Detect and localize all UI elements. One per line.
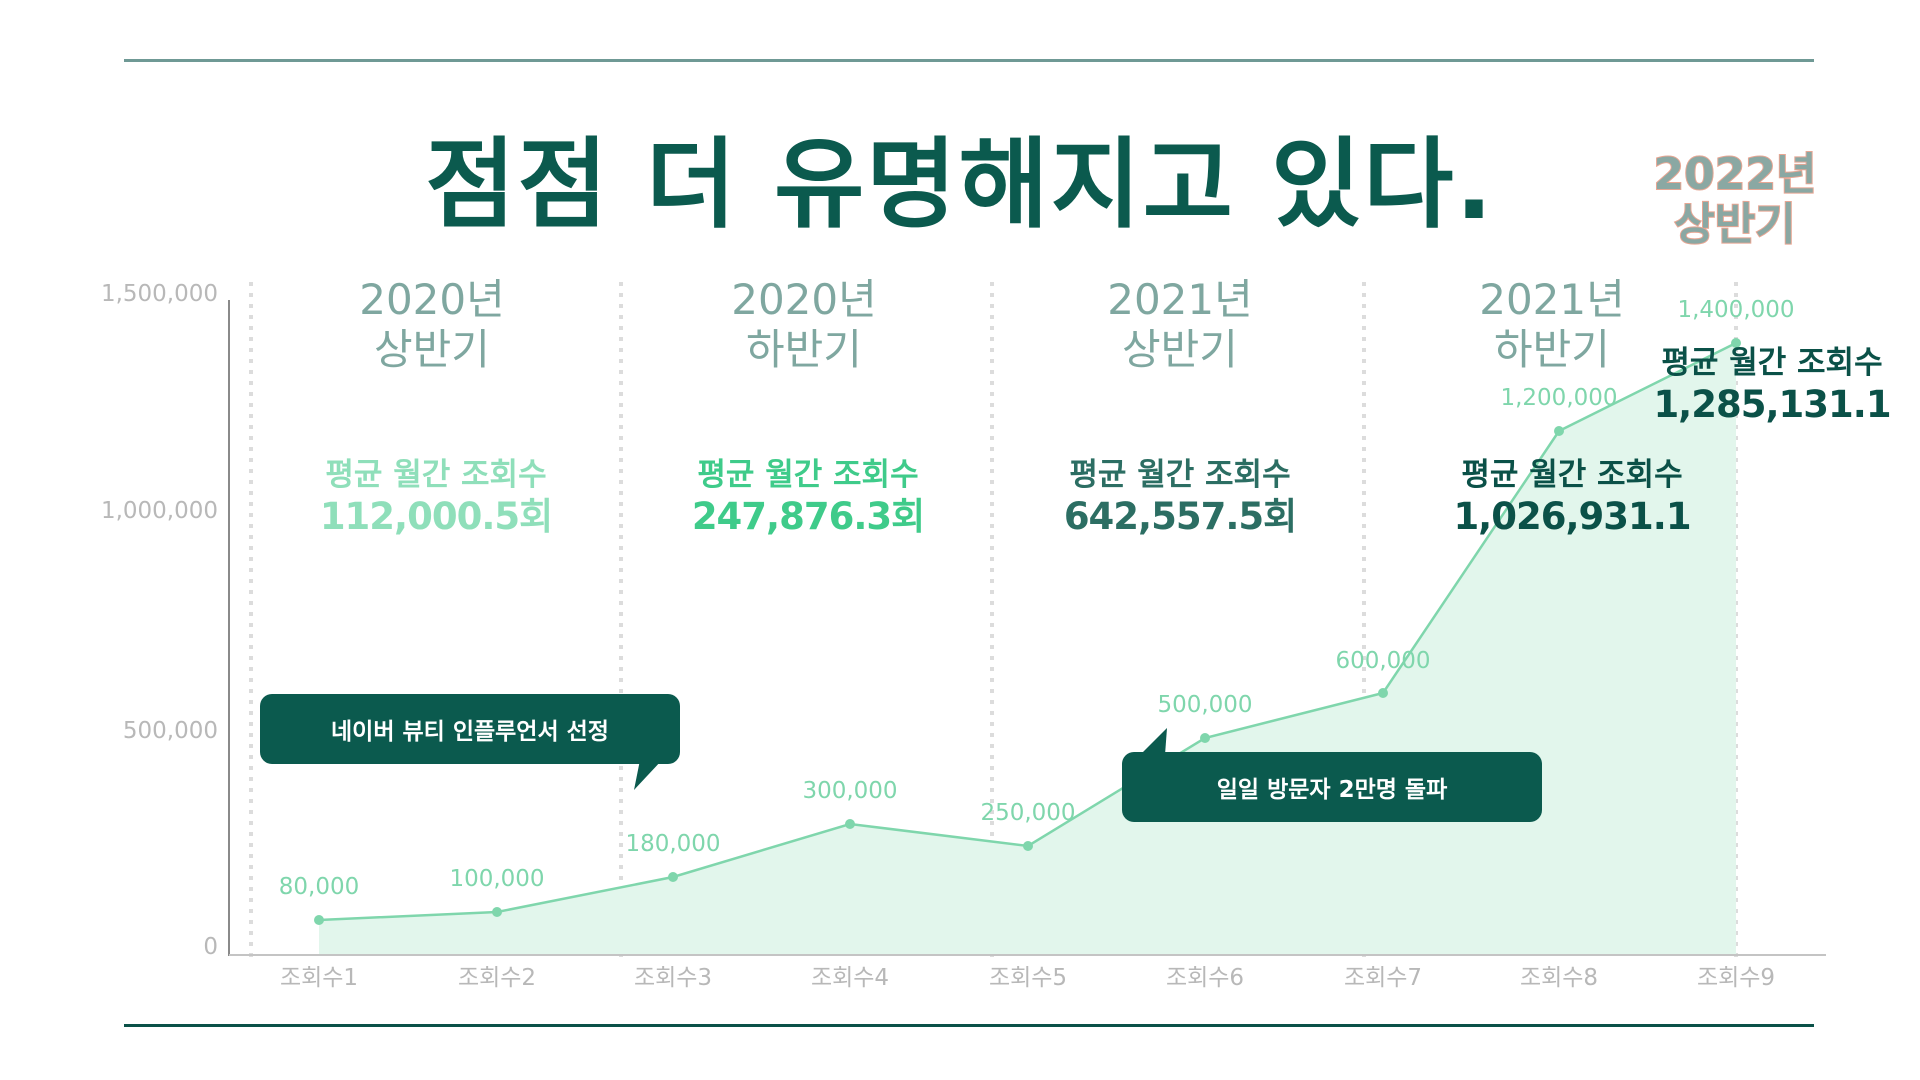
metric-value: 247,876.3회 — [691, 495, 925, 538]
period-half: 상반기 — [374, 325, 490, 374]
period-half: 하반기 — [746, 325, 862, 374]
period-header: 2021년 상반기 — [1030, 275, 1330, 375]
callout-tail-2 — [1140, 728, 1167, 755]
period-header: 2021년 하반기 — [1402, 275, 1702, 375]
period-year: 2020년 — [359, 275, 505, 324]
bottom-rule — [124, 1024, 1814, 1027]
data-label: 250,000 — [980, 800, 1076, 826]
corner-half: 상반기 — [1673, 199, 1796, 251]
x-tick: 조회수1 — [279, 965, 359, 991]
period-header: 2020년 하반기 — [654, 275, 954, 375]
period-metric: 평균 월간 조회수 1,026,931.1 — [1402, 455, 1742, 539]
period-metric: 평균 월간 조회수 642,557.5회 — [1010, 455, 1350, 539]
corner-year: 2022년 — [1653, 149, 1818, 201]
metric-value: 642,557.5회 — [1063, 495, 1297, 538]
y-tick: 0 — [203, 934, 218, 960]
x-tick: 조회수7 — [1343, 965, 1423, 991]
y-tick: 1,000,000 — [100, 498, 218, 524]
metric-label: 평균 월간 조회수 — [697, 457, 919, 493]
data-label: 1,200,000 — [1500, 385, 1618, 411]
callout-tail-1 — [634, 760, 662, 790]
data-label: 80,000 — [278, 874, 360, 900]
data-label: 1,400,000 — [1677, 297, 1795, 323]
y-tick: 500,000 — [122, 718, 218, 744]
data-label: 180,000 — [625, 831, 721, 857]
period-header: 2020년 상반기 — [282, 275, 582, 375]
callout-daily-visitors: 일일 방문자 2만명 돌파 — [1122, 752, 1542, 822]
data-points — [314, 338, 1741, 925]
metric-value: 1,026,931.1 — [1453, 495, 1691, 538]
period-half: 하반기 — [1494, 325, 1610, 374]
x-tick: 조회수6 — [1165, 965, 1245, 991]
area-fill — [319, 343, 1736, 955]
metric-value: 1,285,131.1 — [1653, 383, 1891, 426]
x-tick: 조회수3 — [633, 965, 713, 991]
period-half: 상반기 — [1122, 325, 1238, 374]
period-metric: 평균 월간 조회수 112,000.5회 — [266, 455, 606, 539]
metric-label: 평균 월간 조회수 — [1461, 457, 1683, 493]
data-label: 300,000 — [802, 778, 898, 804]
top-rule — [124, 59, 1814, 62]
period-year: 2021년 — [1479, 275, 1625, 324]
period-metric: 평균 월간 조회수 247,876.3회 — [638, 455, 978, 539]
data-label: 500,000 — [1157, 692, 1253, 718]
period-year: 2020년 — [731, 275, 877, 324]
period-metric: 평균 월간 조회수 1,285,131.1 — [1602, 343, 1920, 427]
page-title: 점점 더 유명해지고 있다. — [425, 128, 1495, 242]
y-tick: 1,500,000 — [100, 281, 218, 307]
x-tick: 조회수9 — [1696, 965, 1776, 991]
x-tick: 조회수8 — [1519, 965, 1599, 991]
x-tick: 조회수2 — [457, 965, 537, 991]
metric-label: 평균 월간 조회수 — [1069, 457, 1291, 493]
data-label: 600,000 — [1335, 648, 1431, 674]
metric-value: 112,000.5회 — [319, 495, 553, 538]
metric-label: 평균 월간 조회수 — [325, 457, 547, 493]
current-period-label: 2022년 상반기 — [1620, 149, 1850, 251]
callout-naver-influencer: 네이버 뷰티 인플루언서 선정 — [260, 694, 680, 764]
metric-label: 평균 월간 조회수 — [1661, 345, 1883, 381]
x-tick: 조회수4 — [810, 965, 890, 991]
x-tick: 조회수5 — [988, 965, 1068, 991]
data-label: 100,000 — [449, 866, 545, 892]
period-year: 2021년 — [1107, 275, 1253, 324]
